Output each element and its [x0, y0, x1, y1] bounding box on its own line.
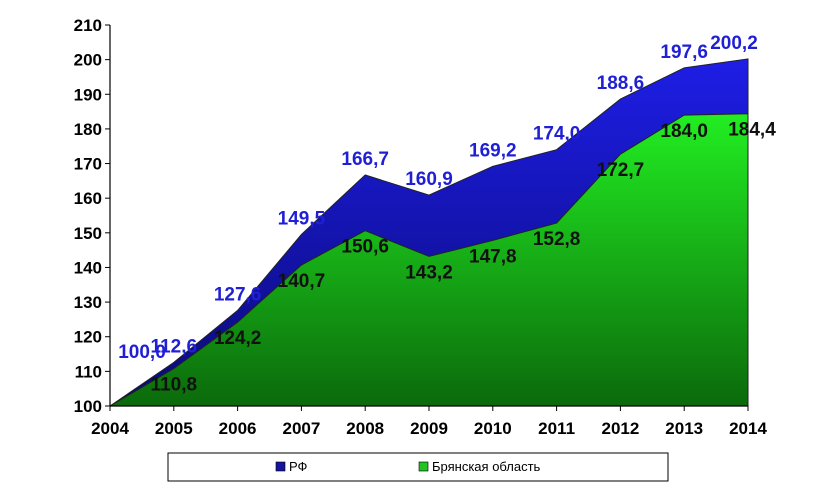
- data-label-rf: 166,7: [341, 149, 389, 170]
- x-tick-label: 2005: [155, 419, 193, 438]
- legend-box: [167, 452, 669, 482]
- legend-swatch-rf: [275, 461, 286, 472]
- y-tick-label: 100: [74, 397, 102, 416]
- data-label-rf: 200,2: [710, 33, 758, 54]
- legend: РФ Брянская область: [167, 452, 669, 482]
- data-label-rf: 149,5: [278, 209, 326, 230]
- y-tick-label: 180: [74, 120, 102, 139]
- y-tick-label: 110: [75, 362, 102, 381]
- y-tick-label: 170: [74, 155, 102, 174]
- x-tick-label: 2007: [282, 419, 320, 438]
- x-tick-label: 2008: [346, 419, 384, 438]
- plot-area: [108, 58, 749, 407]
- y-tick-label: 190: [74, 85, 102, 104]
- x-tick-label: 2009: [410, 419, 448, 438]
- data-label-bryansk: 143,2: [405, 262, 453, 283]
- x-axis: 2004 2005 2006 2007 2008 2009 2010 2011 2012 2013…: [91, 405, 767, 438]
- data-label-rf: 174,0: [533, 124, 581, 145]
- y-axis: 100 110 120 130 140 150 160 170 180 190 200 210: [74, 16, 111, 416]
- y-tick-label: 140: [74, 258, 102, 277]
- y-tick-label: 160: [74, 189, 102, 208]
- x-tick-label: 2004: [91, 419, 129, 438]
- x-tick-label: 2014: [729, 419, 767, 438]
- data-label-rf: 169,2: [469, 140, 517, 161]
- x-tick-label: 2012: [601, 419, 639, 438]
- data-label-bryansk: 140,7: [278, 271, 326, 292]
- data-label-rf: 197,6: [660, 42, 708, 63]
- data-label-bryansk: 124,2: [214, 328, 262, 349]
- data-label-rf: 160,9: [405, 169, 453, 190]
- y-tick-label: 200: [74, 51, 102, 70]
- legend-label-bryansk: Брянская область: [432, 459, 541, 474]
- legend-label-rf: РФ: [289, 459, 308, 474]
- data-label-bryansk: 184,0: [660, 121, 708, 142]
- x-tick-label: 2011: [538, 419, 575, 438]
- y-tick-label: 210: [74, 16, 102, 35]
- x-tick-label: 2006: [219, 419, 257, 438]
- data-label-bryansk: 152,8: [533, 229, 581, 250]
- data-label-bryansk: 184,4: [728, 120, 776, 141]
- data-label-rf: 127,6: [214, 284, 262, 305]
- x-tick-label: 2010: [474, 419, 512, 438]
- data-label-bryansk: 110,8: [151, 375, 198, 396]
- y-tick-label: 120: [74, 328, 102, 347]
- y-tick-label: 150: [74, 224, 102, 243]
- x-tick-label: 2013: [665, 419, 703, 438]
- data-label-bryansk: 172,7: [597, 160, 645, 181]
- data-label-bryansk: 150,6: [341, 237, 389, 258]
- data-label-rf: 188,6: [597, 73, 645, 94]
- data-label-rf: 100,0: [118, 342, 166, 363]
- legend-swatch-bryansk: [418, 461, 429, 472]
- data-label-rf: 112,6: [151, 336, 198, 357]
- area-bryansk: [108, 113, 749, 407]
- data-label-bryansk: 147,8: [469, 246, 517, 267]
- y-tick-label: 130: [74, 293, 102, 312]
